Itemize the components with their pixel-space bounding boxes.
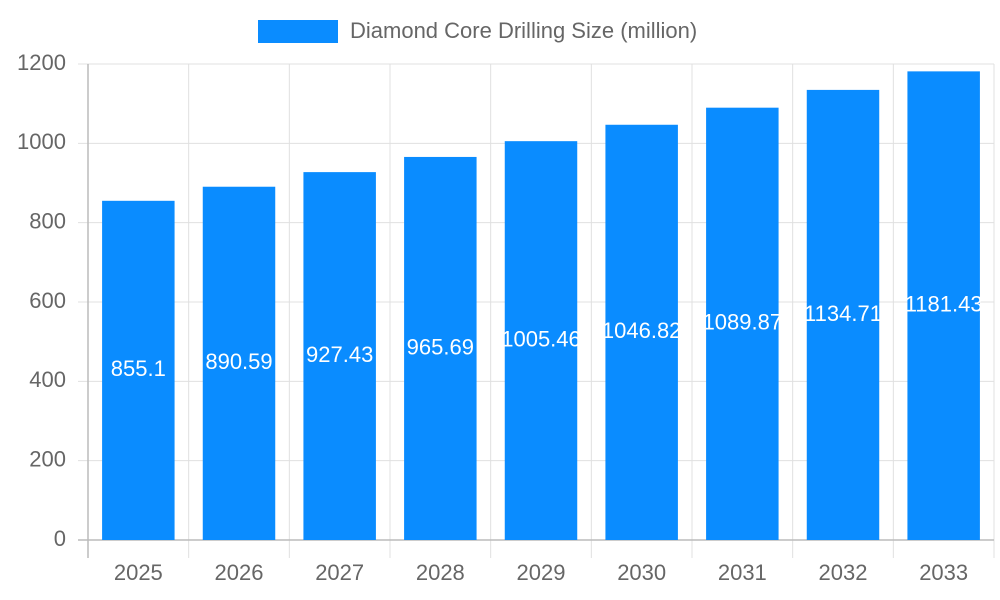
- bar: [102, 200, 175, 540]
- x-tick-label: 2031: [718, 560, 767, 585]
- bar: [706, 107, 779, 540]
- x-tick-label: 2028: [416, 560, 465, 585]
- bar: [202, 186, 276, 540]
- y-tick-label: 200: [29, 446, 66, 471]
- value-label: 855.1: [111, 356, 166, 381]
- value-label: 927.43: [306, 342, 373, 367]
- value-label: 965.69: [407, 334, 474, 359]
- bar: [907, 71, 980, 541]
- bar: [404, 156, 477, 540]
- bar: [303, 172, 376, 540]
- value-label: 890.59: [205, 349, 272, 374]
- y-tick-label: 400: [29, 367, 66, 392]
- y-tick-label: 1000: [17, 129, 66, 154]
- x-tick-label: 2029: [517, 560, 566, 585]
- value-label: 1089.87: [703, 310, 783, 335]
- x-tick-label: 2033: [919, 560, 968, 585]
- legend-swatch[interactable]: [258, 20, 338, 43]
- x-tick-label: 2026: [215, 560, 264, 585]
- value-label: 1005.46: [501, 326, 581, 351]
- value-label: 1181.43: [905, 291, 983, 316]
- x-tick-label: 2027: [315, 560, 364, 585]
- y-tick-label: 800: [29, 208, 66, 233]
- legend-label[interactable]: Diamond Core Drilling Size (million): [350, 18, 697, 43]
- y-tick-label: 1200: [17, 50, 66, 75]
- bar: [806, 89, 880, 540]
- x-tick-label: 2032: [819, 560, 868, 585]
- x-tick-label: 2025: [114, 560, 163, 585]
- value-label: 1046.82: [602, 318, 682, 343]
- value-label: 1134.71: [804, 301, 882, 326]
- bar: [605, 124, 678, 540]
- y-tick-label: 600: [29, 288, 66, 313]
- x-tick-label: 2030: [617, 560, 666, 585]
- y-tick-label: 0: [54, 526, 66, 551]
- bar: [504, 141, 578, 540]
